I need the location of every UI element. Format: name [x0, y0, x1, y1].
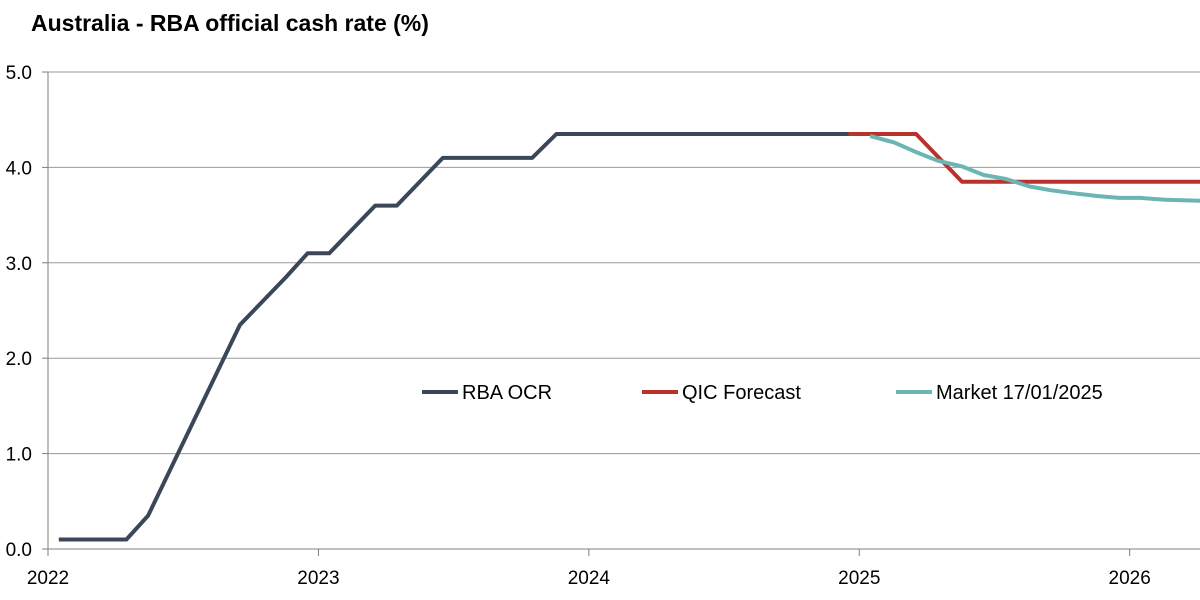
x-axis-ticks: 2022 2023 2024 2025 2026 — [27, 549, 1151, 589]
x-tick-label: 2026 — [1109, 568, 1151, 589]
x-tick-label: 2023 — [297, 568, 339, 589]
x-tick-label: 2025 — [838, 568, 880, 589]
y-tick-label: 3.0 — [6, 254, 32, 275]
legend-label: QIC Forecast — [682, 382, 801, 404]
legend-label: RBA OCR — [462, 382, 552, 404]
y-tick-label: 2.0 — [6, 349, 32, 370]
y-tick-label: 4.0 — [6, 158, 32, 179]
series-line-rba-ocr — [58, 132, 849, 542]
y-tick-label: 5.0 — [6, 63, 32, 84]
y-axis-ticks: 0.0 1.0 2.0 3.0 4.0 5.0 — [6, 63, 48, 561]
gridlines — [48, 71, 1200, 455]
legend-label: Market 17/01/2025 — [936, 382, 1103, 404]
series-line-market-17-01-2025 — [869, 133, 1200, 203]
y-tick-label: 0.0 — [6, 540, 32, 561]
legend: RBA OCR QIC Forecast Market 17/01/2025 — [422, 382, 1103, 404]
y-tick-label: 1.0 — [6, 445, 32, 466]
x-tick-label: 2024 — [568, 568, 611, 589]
axes — [47, 72, 1200, 550]
series-lines — [58, 132, 1200, 542]
x-tick-label: 2022 — [27, 568, 69, 589]
chart-title: Australia - RBA official cash rate (%) — [31, 10, 429, 36]
series-line-qic-forecast — [848, 132, 1200, 184]
